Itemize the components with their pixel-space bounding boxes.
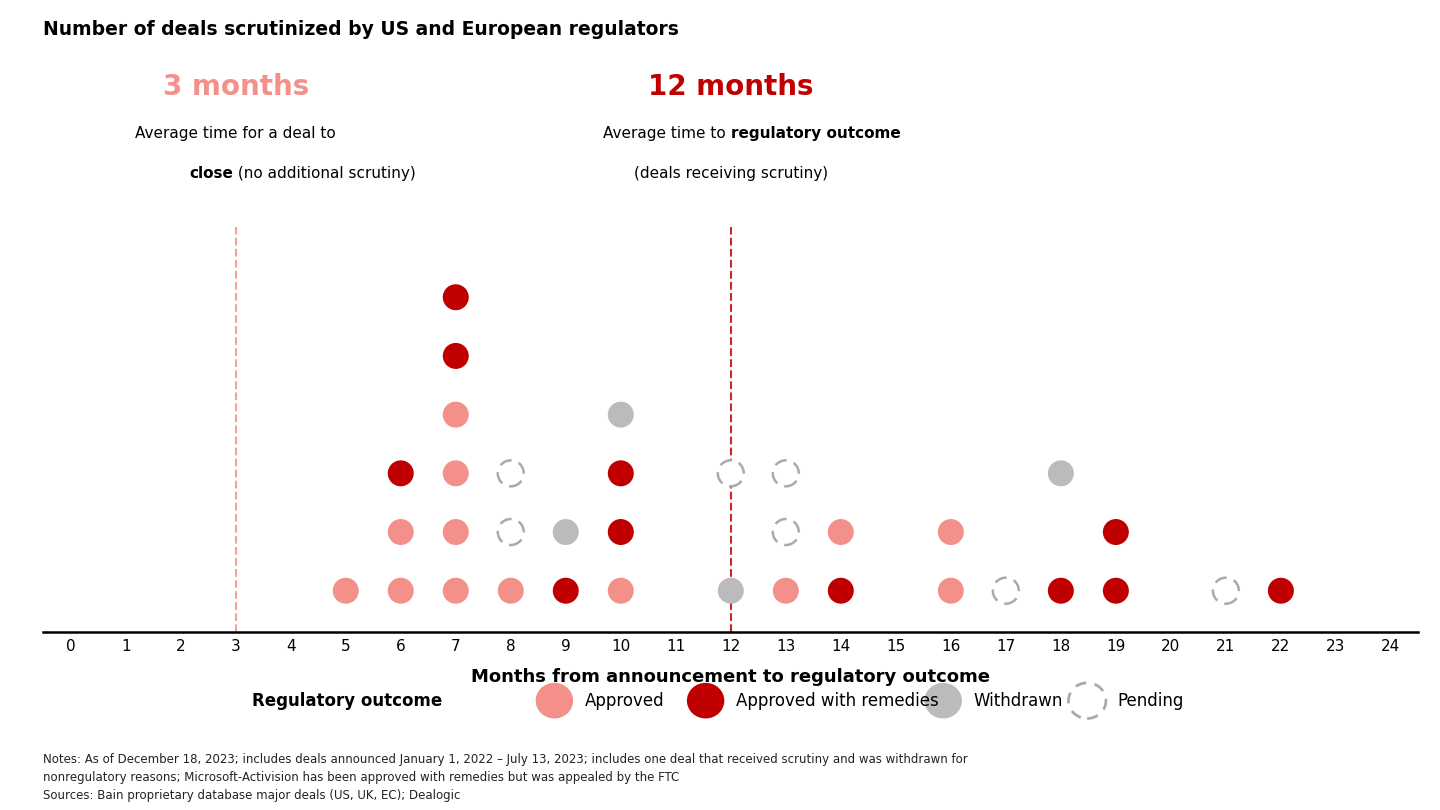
Point [829, 526, 852, 539]
Text: Notes: As of December 18, 2023; includes deals announced January 1, 2022 – July : Notes: As of December 18, 2023; includes… [43, 753, 968, 802]
Text: Approved with remedies: Approved with remedies [736, 692, 939, 710]
Point [939, 584, 962, 597]
Point [609, 526, 632, 539]
Point [1270, 584, 1293, 597]
Point [554, 584, 577, 597]
Point [994, 584, 1017, 597]
Point [389, 584, 412, 597]
Text: Average time to: Average time to [603, 126, 730, 141]
Text: Number of deals scrutinized by US and European regulators: Number of deals scrutinized by US and Eu… [43, 20, 680, 39]
Point [719, 467, 743, 480]
Point [1050, 584, 1073, 597]
Point [500, 526, 523, 539]
Point [775, 584, 798, 597]
Point [445, 291, 468, 304]
Point [609, 584, 632, 597]
Point [1104, 584, 1128, 597]
X-axis label: Months from announcement to regulatory outcome: Months from announcement to regulatory o… [471, 667, 991, 685]
Point [554, 526, 577, 539]
Text: 12 months: 12 months [648, 73, 814, 101]
Text: Pending: Pending [1117, 692, 1184, 710]
Point [389, 467, 412, 480]
Point [445, 349, 468, 362]
Point [334, 584, 357, 597]
Point [1050, 467, 1073, 480]
Point [445, 408, 468, 421]
Point [500, 584, 523, 597]
Point [829, 584, 852, 597]
Text: Regulatory outcome: Regulatory outcome [252, 692, 442, 710]
Point [389, 526, 412, 539]
Point [1214, 584, 1237, 597]
Point [445, 526, 468, 539]
Text: 3 months: 3 months [163, 73, 308, 101]
Point [609, 408, 632, 421]
Point [500, 467, 523, 480]
Point [445, 584, 468, 597]
Text: Withdrawn: Withdrawn [973, 692, 1063, 710]
Point [939, 526, 962, 539]
Point [775, 467, 798, 480]
Text: (deals receiving scrutiny): (deals receiving scrutiny) [634, 166, 828, 181]
Text: (no additional scrutiny): (no additional scrutiny) [233, 166, 416, 181]
Point [445, 467, 468, 480]
Point [719, 584, 743, 597]
Text: close: close [189, 166, 233, 181]
Text: regulatory outcome: regulatory outcome [730, 126, 900, 141]
Point [1104, 526, 1128, 539]
Text: Average time for a deal to: Average time for a deal to [135, 126, 336, 141]
Text: Approved: Approved [585, 692, 664, 710]
Point [609, 467, 632, 480]
Point [775, 526, 798, 539]
